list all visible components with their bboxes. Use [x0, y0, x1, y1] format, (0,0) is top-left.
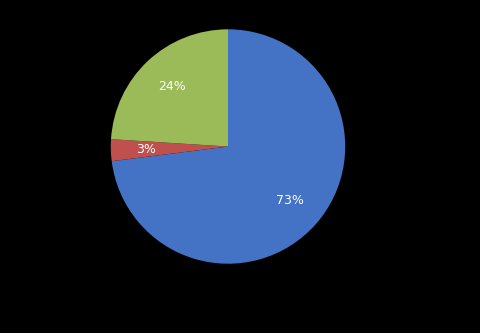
Wedge shape	[112, 29, 345, 264]
Wedge shape	[111, 139, 228, 161]
Wedge shape	[111, 29, 228, 147]
Text: 73%: 73%	[276, 194, 303, 207]
Text: 3%: 3%	[136, 143, 156, 156]
Text: 24%: 24%	[158, 80, 186, 93]
